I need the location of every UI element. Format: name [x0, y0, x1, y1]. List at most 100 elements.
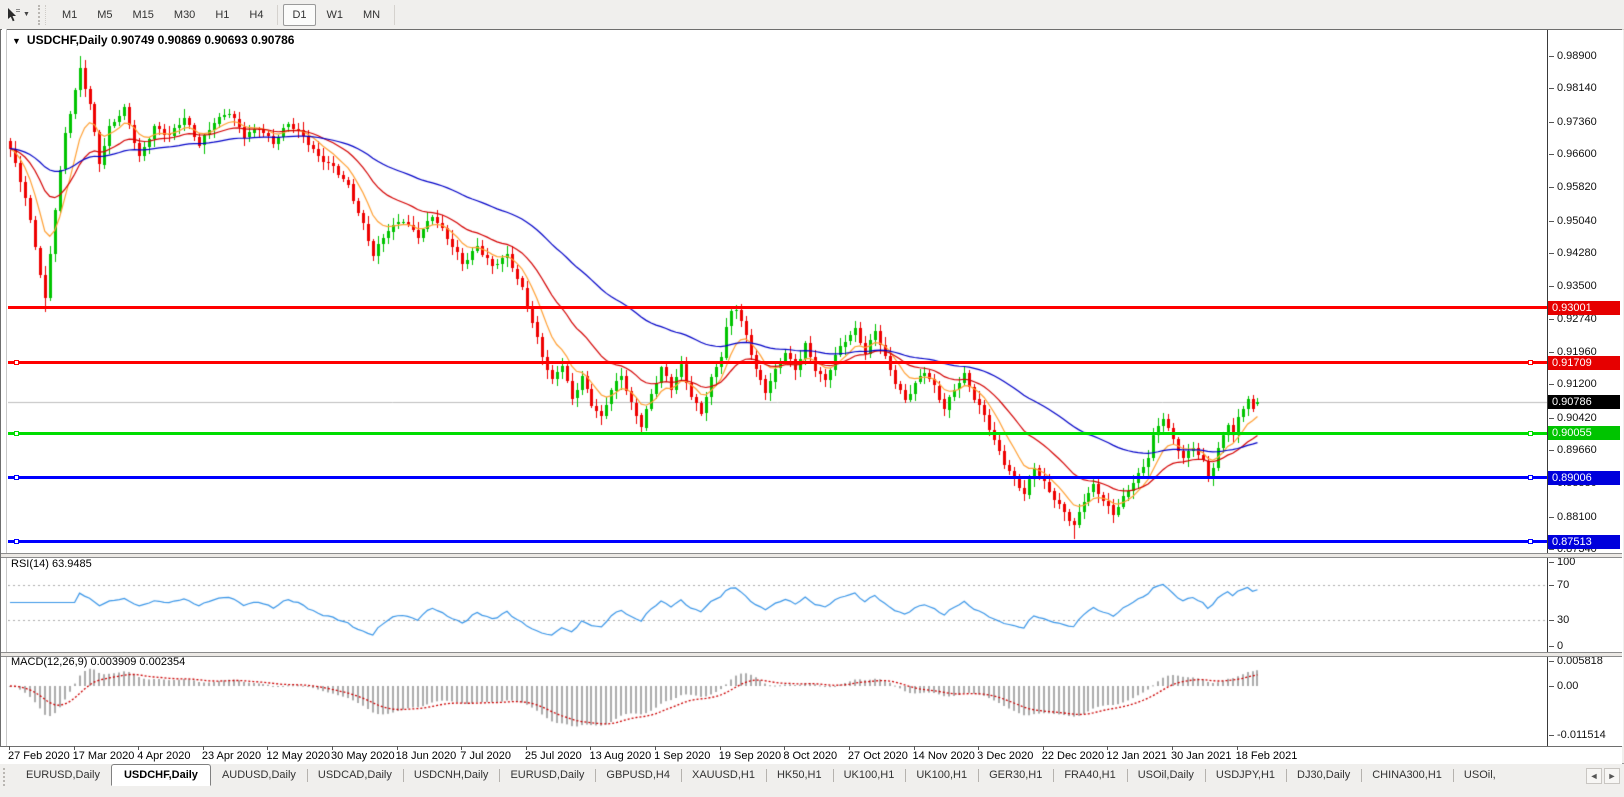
- hline-0.90055-left-handle[interactable]: [14, 430, 19, 436]
- date-axis-label: 27 Feb 2020: [8, 746, 70, 762]
- hline-0.89006-right-handle[interactable]: [1528, 475, 1533, 481]
- chart-tab-usdjpy-h1[interactable]: USDJPY,H1: [1204, 764, 1286, 785]
- hline-0.91709[interactable]: [8, 361, 1547, 365]
- chart-window-inner-edge: [2, 29, 7, 763]
- top-toolbar: ▼ M1 M5 M15 M30 H1 H4 D1 W1 MN: [0, 0, 1624, 30]
- chart-tab-bar: EURUSD,Daily USDCHF,Daily AUDUSD,Daily USDC…: [0, 763, 1624, 797]
- chart-tab-xauusd-h1[interactable]: XAUUSD,H1: [680, 764, 766, 785]
- date-axis-label: 22 Dec 2020: [1041, 746, 1105, 762]
- hline-0.91709-right-handle[interactable]: [1528, 360, 1533, 366]
- date-axis-label: 13 Aug 2020: [589, 746, 652, 762]
- rsi-axis-tick: 100: [1548, 556, 1576, 568]
- price-axis-tick: 0.98140: [1549, 82, 1597, 95]
- hline-0.91709-left-handle[interactable]: [14, 360, 19, 366]
- date-axis-label: 30 May 2020: [331, 746, 395, 762]
- macd-axis-tick: 0.00: [1548, 680, 1579, 692]
- chart-symbol-label: USDCHF,Daily: [26, 33, 108, 47]
- date-axis-label: 8 Oct 2020: [783, 746, 838, 762]
- cursor-crosshair-icon: [8, 7, 20, 21]
- date-axis-label: 19 Sep 2020: [718, 746, 782, 762]
- price-axis-tick: 0.95820: [1549, 181, 1597, 194]
- timeframe-button-d1[interactable]: D1: [283, 3, 316, 26]
- hline-0.89006[interactable]: [8, 476, 1547, 480]
- price-axis-tick: 0.90420: [1549, 411, 1597, 424]
- chart-quote-values: 0.90749 0.90869 0.90693 0.90786: [110, 33, 295, 47]
- toolbar-separator: [277, 4, 279, 25]
- price-axis[interactable]: 0.98900 0.98140 0.97360 0.96600 0.95820 0.950…: [1547, 30, 1623, 746]
- tab-scroll-right-icon[interactable]: ►: [1604, 768, 1620, 784]
- hline-0.87513-left-handle[interactable]: [14, 539, 19, 545]
- chart-tab-uk100-h1[interactable]: UK100,H1: [832, 764, 906, 785]
- symbol-dropdown-icon[interactable]: ▼: [12, 36, 21, 46]
- timeframe-button-mn[interactable]: MN: [363, 8, 381, 21]
- chart-tab-china300-h1[interactable]: CHINA300,H1: [1361, 764, 1453, 785]
- date-axis-label: 18 Jun 2020: [395, 746, 457, 762]
- chart-tab-ger30-h1[interactable]: GER30,H1: [978, 764, 1053, 785]
- chart-tab-gbpusd-h4[interactable]: GBPUSD,H4: [595, 764, 681, 785]
- hline-0.87513-right-handle[interactable]: [1528, 539, 1533, 545]
- toolbar-grip[interactable]: [37, 4, 46, 25]
- rsi-macd-splitter[interactable]: [1, 652, 1622, 657]
- timeframe-button-m15[interactable]: M15: [132, 8, 154, 21]
- chart-tab-hk50-h1[interactable]: HK50,H1: [765, 764, 833, 785]
- hline-0.93001[interactable]: [8, 306, 1547, 310]
- price-rsi-splitter[interactable]: [1, 553, 1622, 558]
- timeframe-button-m30[interactable]: M30: [173, 8, 196, 21]
- chart-tab-usdchf-daily[interactable]: USDCHF,Daily: [110, 764, 211, 786]
- chart-tab-audusd-daily[interactable]: AUDUSD,Daily: [221, 769, 296, 781]
- timeframe-button-m1[interactable]: M1: [61, 8, 78, 21]
- price-axis-tick: 0.96600: [1549, 148, 1597, 161]
- price-badge-0.87513: 0.87513: [1548, 534, 1620, 549]
- rsi-axis-tick: 30: [1548, 614, 1570, 626]
- chart-tab-uk100-h1[interactable]: UK100,H1: [905, 764, 978, 785]
- chart-tab-fra40-h1[interactable]: FRA40,H1: [1053, 764, 1126, 785]
- price-axis-tick: 0.91960: [1549, 345, 1597, 358]
- date-axis-label: 17 Mar 2020: [72, 746, 135, 762]
- hline-0.90055-right-handle[interactable]: [1528, 430, 1533, 436]
- chart-tab-dj30-daily[interactable]: DJ30,Daily: [1286, 764, 1361, 785]
- macd-axis-tick: -0.011514: [1549, 729, 1606, 742]
- price-axis-tick: 0.91200: [1549, 378, 1597, 391]
- price-axis-tick: 0.93500: [1549, 280, 1597, 293]
- chart-tabs: EURUSD,Daily USDCHF,Daily AUDUSD,Daily USDC…: [15, 764, 1582, 788]
- toolbar-separator: [394, 4, 396, 25]
- chart-title: ▼ USDCHF,Daily 0.90749 0.90869 0.90693 0.…: [12, 33, 294, 47]
- timeframe-button-h4[interactable]: H4: [249, 8, 264, 21]
- date-axis-label: 23 Apr 2020: [201, 746, 262, 762]
- date-axis-label: 12 May 2020: [266, 746, 331, 762]
- price-badge-0.91709: 0.91709: [1548, 355, 1620, 370]
- date-axis[interactable]: 27 Feb 2020 17 Mar 2020 4 Apr 2020 23 Apr 2…: [0, 746, 1622, 764]
- price-badge-0.93001: 0.93001: [1548, 300, 1620, 315]
- price-axis-tick: 0.94280: [1549, 246, 1597, 259]
- date-axis-label: 1 Sep 2020: [654, 746, 711, 762]
- tab-scroll-left-icon[interactable]: ◄: [1586, 768, 1602, 784]
- macd-indicator-label: MACD(12,26,9) 0.003909 0.002354: [11, 656, 186, 668]
- price-chart-canvas[interactable]: [8, 30, 1547, 746]
- tab-scroll-buttons: ◄ ►: [1584, 768, 1620, 784]
- chart-tab-eurusd-daily[interactable]: EURUSD,Daily: [499, 764, 595, 785]
- chart-tab-usdcad-daily[interactable]: USDCAD,Daily: [306, 764, 403, 785]
- price-badge-0.90786: 0.90786: [1548, 394, 1620, 409]
- crosshair-tool-button[interactable]: ▼: [2, 5, 33, 25]
- chart-tab-usoil-[interactable]: USOil,: [1452, 764, 1507, 785]
- date-axis-label: 27 Oct 2020: [847, 746, 908, 762]
- hline-0.89006-left-handle[interactable]: [14, 475, 19, 481]
- price-axis-tick: 0.92740: [1549, 312, 1597, 325]
- chevron-down-icon[interactable]: ▼: [23, 11, 30, 18]
- date-axis-label: 3 Dec 2020: [977, 746, 1034, 762]
- price-badge-0.90055: 0.90055: [1548, 426, 1620, 441]
- date-axis-label: 7 Jul 2020: [460, 746, 512, 762]
- date-axis-label: 30 Jan 2021: [1170, 746, 1232, 762]
- chart-tab-usoil-daily[interactable]: USOil,Daily: [1126, 764, 1205, 785]
- chart-tab-usdcnh-daily[interactable]: USDCNH,Daily: [402, 764, 500, 785]
- chart-tab-eurusd-daily[interactable]: EURUSD,Daily: [26, 769, 100, 781]
- hline-0.90055[interactable]: [8, 431, 1547, 435]
- timeframe-button-w1[interactable]: W1: [326, 8, 344, 21]
- rsi-axis-tick: 0: [1548, 640, 1564, 652]
- price-axis-tick: 0.97360: [1549, 115, 1597, 128]
- timeframe-button-h1[interactable]: H1: [215, 8, 230, 21]
- timeframe-button-m5[interactable]: M5: [97, 8, 113, 21]
- price-axis-tick: 0.98900: [1549, 49, 1597, 62]
- hline-0.87513[interactable]: [8, 540, 1547, 544]
